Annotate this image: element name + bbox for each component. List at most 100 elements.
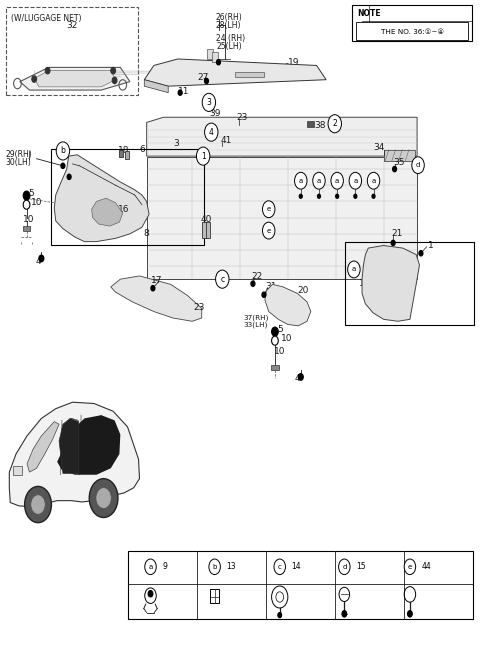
Text: 5: 5 <box>277 325 283 334</box>
Polygon shape <box>9 402 140 507</box>
Circle shape <box>338 559 350 574</box>
Circle shape <box>209 559 220 574</box>
Text: a: a <box>352 267 356 273</box>
Text: 24 (RH): 24 (RH) <box>216 34 245 43</box>
Polygon shape <box>62 419 78 447</box>
Bar <box>271 365 279 370</box>
Polygon shape <box>362 245 420 321</box>
Circle shape <box>96 487 111 508</box>
Text: 1: 1 <box>201 152 205 160</box>
Polygon shape <box>57 415 120 475</box>
Circle shape <box>391 240 395 245</box>
Circle shape <box>56 142 70 160</box>
Circle shape <box>204 79 208 84</box>
Text: c: c <box>220 275 224 284</box>
Text: 2: 2 <box>332 119 337 129</box>
Text: 38: 38 <box>315 121 326 130</box>
Circle shape <box>408 611 412 617</box>
Text: 43(LH): 43(LH) <box>268 299 292 306</box>
Text: 5: 5 <box>28 189 34 198</box>
Circle shape <box>263 222 275 239</box>
Text: b: b <box>213 564 217 570</box>
Circle shape <box>112 77 117 84</box>
Text: a: a <box>299 178 303 184</box>
Circle shape <box>299 374 303 380</box>
Text: 17: 17 <box>151 276 162 285</box>
Text: e: e <box>266 206 271 212</box>
Text: 23: 23 <box>71 165 83 173</box>
Polygon shape <box>147 117 417 156</box>
Circle shape <box>262 292 266 297</box>
Text: 3: 3 <box>173 139 179 148</box>
Text: e: e <box>408 564 412 570</box>
Circle shape <box>216 270 229 288</box>
Circle shape <box>196 147 210 165</box>
Circle shape <box>148 591 153 597</box>
Text: a: a <box>372 178 376 184</box>
Text: 12: 12 <box>369 260 381 269</box>
Bar <box>207 49 213 59</box>
Polygon shape <box>111 276 202 321</box>
Text: 7: 7 <box>372 279 377 288</box>
Text: 26(RH): 26(RH) <box>215 13 242 22</box>
Polygon shape <box>27 422 59 472</box>
Circle shape <box>31 495 45 514</box>
Text: 11: 11 <box>178 87 189 96</box>
Text: a: a <box>148 564 153 570</box>
Text: a: a <box>353 178 358 184</box>
Text: 10: 10 <box>23 215 34 224</box>
Bar <box>307 121 314 127</box>
Circle shape <box>274 559 286 574</box>
Text: NOTE: NOTE <box>357 8 381 18</box>
Text: 10: 10 <box>31 198 43 207</box>
Text: 4: 4 <box>209 128 214 137</box>
Circle shape <box>151 286 155 291</box>
Text: 3: 3 <box>206 98 211 107</box>
Text: 13: 13 <box>227 562 236 571</box>
Text: 41: 41 <box>221 136 232 145</box>
Text: 15: 15 <box>356 562 366 571</box>
Text: 14: 14 <box>292 562 301 571</box>
Polygon shape <box>20 67 130 90</box>
Circle shape <box>89 478 118 517</box>
Circle shape <box>336 194 338 198</box>
Bar <box>119 150 123 158</box>
Circle shape <box>204 123 218 141</box>
Text: 40: 40 <box>201 215 212 224</box>
Circle shape <box>61 164 65 169</box>
Bar <box>128 551 473 619</box>
Text: 25(LH): 25(LH) <box>216 42 242 51</box>
Text: 10: 10 <box>281 334 293 343</box>
Polygon shape <box>92 198 123 226</box>
Bar <box>51 149 204 245</box>
Text: 23: 23 <box>193 302 204 312</box>
Text: 45: 45 <box>391 260 402 269</box>
Text: a: a <box>317 178 321 184</box>
Polygon shape <box>265 284 311 326</box>
Bar <box>202 222 210 238</box>
Text: e: e <box>266 228 271 234</box>
Circle shape <box>45 67 50 74</box>
Bar <box>356 22 468 40</box>
Circle shape <box>263 201 275 217</box>
Text: c: c <box>278 564 282 570</box>
Text: 39: 39 <box>209 109 221 118</box>
Circle shape <box>349 173 361 189</box>
Text: 9: 9 <box>162 562 168 571</box>
Bar <box>210 589 219 604</box>
Bar <box>384 150 415 162</box>
Text: 4: 4 <box>294 374 300 384</box>
Text: 10: 10 <box>274 347 286 356</box>
Circle shape <box>202 93 216 112</box>
Circle shape <box>278 613 282 618</box>
Circle shape <box>412 157 424 173</box>
Circle shape <box>111 67 116 74</box>
Text: 35: 35 <box>393 158 405 167</box>
Polygon shape <box>147 158 417 279</box>
Text: 2: 2 <box>288 299 293 308</box>
Text: 20: 20 <box>298 286 309 295</box>
Text: d: d <box>342 564 347 570</box>
Bar <box>125 151 130 159</box>
Text: 18: 18 <box>118 147 129 156</box>
Text: 34: 34 <box>373 143 384 153</box>
